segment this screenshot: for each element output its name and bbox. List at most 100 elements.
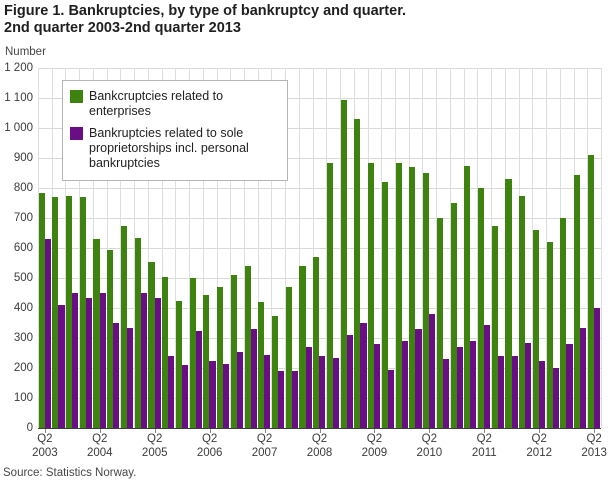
gridline-vertical (340, 68, 342, 428)
bar-sole-proprietorships-Q2 2007 (264, 354, 271, 428)
figure-title-line2: 2nd quarter 2003-2nd quarter 2013 (4, 20, 241, 36)
gridline-vertical (532, 68, 534, 428)
gridline-vertical (491, 68, 493, 428)
bar-enterprises-Q1 2012 (519, 195, 526, 428)
bar-sole-proprietorships-Q4 2007 (291, 371, 298, 428)
gridline-vertical (422, 68, 424, 428)
bar-enterprises-Q1 2011 (464, 165, 471, 428)
gridline-vertical (65, 68, 67, 428)
gridline-horizontal (38, 128, 601, 129)
bar-enterprises-Q3 2011 (491, 225, 498, 428)
gridline-vertical (449, 68, 451, 428)
gridline-vertical (326, 68, 328, 428)
x-tick-mark (44, 429, 46, 433)
gridline-vertical (38, 68, 39, 428)
y-tick-label: 500 (13, 272, 33, 284)
x-tick-label-year: 2010 (416, 446, 443, 459)
figure-title-line1: Figure 1. Bankruptcies, by type of bankr… (4, 3, 407, 19)
bar-enterprises-Q3 2006 (217, 287, 224, 428)
bar-enterprises-Q2 2010 (423, 173, 430, 428)
bar-sole-proprietorships-Q4 2010 (456, 347, 463, 428)
bar-sole-proprietorships-Q1 2010 (415, 329, 422, 428)
gridline-horizontal (38, 188, 601, 189)
gridline-horizontal (38, 158, 601, 159)
gridline-horizontal (38, 248, 601, 249)
legend-label-enterprises: Bankcruptcies related to enterprises (89, 89, 224, 118)
y-tick-label: 200 (13, 362, 33, 374)
gridline-vertical (367, 68, 369, 428)
x-axis-labels: Q2 2003 Q2 2004 Q2 2005 Q2 2006 Q2 2007 Q2 2008 Q2 20… (32, 433, 607, 463)
x-tick-label-quarter: Q2 (476, 433, 492, 445)
bar-enterprises-Q4 2009 (395, 162, 402, 428)
x-tick-label: Q2 2008 (307, 433, 333, 460)
bar-sole-proprietorships-Q3 2006 (223, 363, 230, 428)
bar-enterprises-Q2 2011 (477, 188, 485, 428)
bar-sole-proprietorships-Q3 2008 (333, 357, 340, 428)
bar-enterprises-Q2 2007 (258, 302, 265, 428)
bar-sole-proprietorships-Q3 2007 (278, 371, 285, 428)
x-tick-mark (99, 429, 101, 433)
gridline-vertical (504, 68, 506, 428)
x-tick-label-year: 2005 (141, 446, 168, 459)
gridline-vertical (106, 68, 108, 428)
bar-sole-proprietorships-Q1 2005 (140, 293, 147, 428)
x-tick-label-quarter: Q2 (586, 433, 602, 445)
gridline-vertical (147, 68, 149, 428)
gridline-horizontal (38, 218, 601, 219)
bar-enterprises-Q1 2013 (574, 174, 581, 428)
y-tick-label: 700 (13, 212, 33, 224)
x-tick-mark (209, 429, 211, 433)
gridline-vertical (175, 68, 177, 428)
bar-sole-proprietorships-Q1 2006 (195, 330, 202, 428)
bar-sole-proprietorships-Q2 2013 (593, 308, 601, 428)
x-tick-mark (374, 429, 376, 433)
x-tick-mark (594, 429, 596, 433)
bar-sole-proprietorships-Q3 2012 (552, 368, 559, 428)
bar-enterprises-Q3 2003 (52, 197, 59, 428)
x-tick-mark (539, 429, 541, 433)
bar-sole-proprietorships-Q3 2005 (168, 356, 175, 428)
y-tick-label: 1 000 (4, 122, 33, 134)
y-tick-label: 300 (13, 332, 33, 344)
bar-sole-proprietorships-Q3 2011 (497, 356, 504, 428)
gridline-vertical (285, 68, 287, 428)
gridline-vertical (546, 68, 548, 428)
x-tick-mark (154, 429, 156, 433)
legend-item-sole-proprietorships: Bankruptcies related to sole proprietors… (70, 126, 287, 171)
bar-enterprises-Q1 2006 (189, 278, 196, 428)
legend: Bankcruptcies related to enterprises Ban… (62, 80, 288, 181)
x-tick-label: Q2 2010 (417, 433, 443, 460)
x-tick-label: Q2 2009 (362, 433, 388, 460)
x-tick-label-quarter: Q2 (147, 433, 163, 445)
x-tick-mark (484, 429, 486, 433)
bar-sole-proprietorships-Q4 2003 (72, 293, 79, 428)
gridline-vertical (312, 68, 314, 428)
bar-sole-proprietorships-Q2 2009 (374, 344, 381, 428)
legend-swatch-sole-proprietorships (70, 127, 83, 140)
bar-enterprises-Q2 2013 (587, 155, 594, 428)
x-tick-label: Q2 2011 (472, 433, 497, 460)
y-tick-label: 400 (13, 302, 33, 314)
bar-sole-proprietorships-Q2 2005 (154, 297, 161, 428)
gridline-horizontal (38, 278, 601, 279)
bar-enterprises-Q3 2004 (107, 249, 114, 428)
bar-sole-proprietorships-Q4 2006 (236, 351, 243, 428)
bar-sole-proprietorships-Q1 2009 (360, 323, 367, 428)
bar-enterprises-Q4 2004 (120, 225, 128, 428)
gridline-vertical (518, 68, 520, 428)
bar-enterprises-Q3 2010 (436, 218, 443, 428)
gridline-vertical (243, 68, 245, 428)
gridline-vertical (202, 68, 204, 428)
gridline-vertical (161, 68, 163, 428)
gridline-vertical (51, 68, 53, 428)
bar-sole-proprietorships-Q3 2003 (58, 305, 65, 428)
x-tick-label-quarter: Q2 (201, 433, 218, 445)
y-tick-label: 800 (13, 182, 33, 194)
gridline-horizontal (38, 308, 601, 309)
gridline-vertical (134, 68, 136, 428)
y-axis-unit-label: Number (5, 46, 46, 58)
gridline-vertical (92, 68, 94, 428)
bar-enterprises-Q4 2010 (450, 203, 457, 428)
gridline-vertical (120, 68, 122, 428)
bar-enterprises-Q1 2007 (244, 266, 251, 428)
